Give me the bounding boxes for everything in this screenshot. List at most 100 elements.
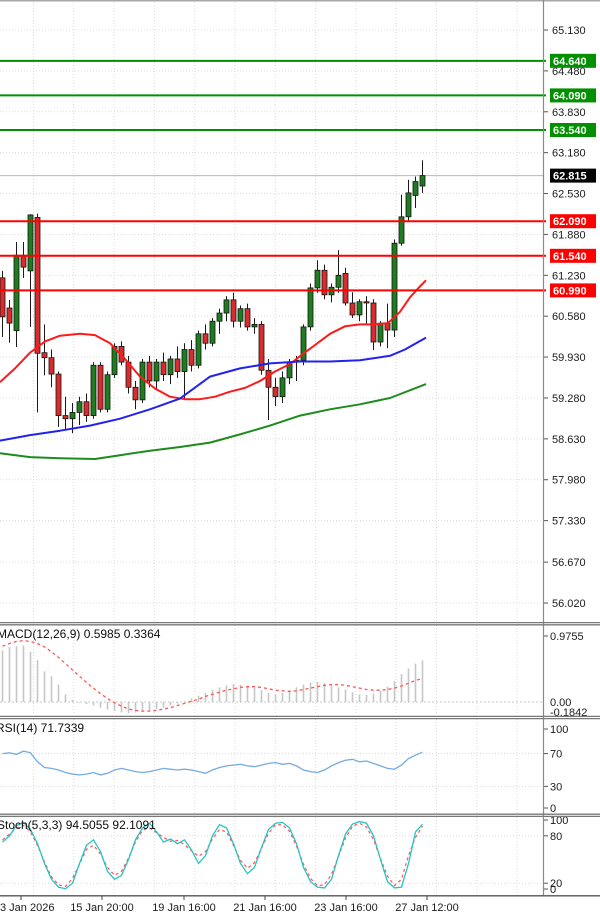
rsi-axis-label: 100 <box>550 724 568 736</box>
rsi-indicator-label: RSI(14) 71.7339 <box>0 721 85 735</box>
candle-body-bearish <box>55 373 62 416</box>
stoch-axis-label: 100 <box>550 815 568 827</box>
macd-axis-label: 0.00 <box>550 697 571 709</box>
macd-signal-line <box>2 640 423 712</box>
current-price-box <box>550 168 596 183</box>
candle-body-bullish <box>223 299 230 314</box>
candle-body-bearish <box>83 401 90 416</box>
candle-body-bullish <box>391 242 398 331</box>
price-tick-label: 57.980 <box>552 475 586 487</box>
candle-body-bullish <box>356 301 363 316</box>
support-price-box-label: 62.090 <box>553 216 587 228</box>
ma-slow-green-line <box>0 383 427 460</box>
support-price-box-label: 60.990 <box>553 285 587 297</box>
candle-body-bullish <box>167 358 174 376</box>
stoch-indicator-label: Stoch(5,3,3) 94.5055 92.1091 <box>0 818 156 832</box>
candle-body-bullish <box>412 181 419 196</box>
price-tick-label: 63.180 <box>552 148 586 160</box>
candle-body-bullish <box>195 333 202 366</box>
candle-body-bullish <box>153 361 160 382</box>
time-axis-label: 21 Jan 16:00 <box>233 902 297 914</box>
candle-body-bullish <box>398 216 405 244</box>
candle-body-bearish <box>363 301 370 304</box>
candle-body-bearish <box>258 323 265 371</box>
time-axis-label: 19 Jan 16:00 <box>152 902 216 914</box>
support-price-box <box>550 248 596 263</box>
candle-body-bullish <box>307 287 314 328</box>
candle-body-bearish <box>41 352 48 359</box>
time-axis-label: 23 Jan 16:00 <box>314 902 378 914</box>
resistance-price-box <box>550 123 596 138</box>
price-tick-label: 59.280 <box>552 393 586 405</box>
time-axis-label: 15 Jan 20:00 <box>70 902 134 914</box>
price-tick-label: 60.580 <box>552 311 586 323</box>
macd-axis-label: 0.9755 <box>550 631 584 643</box>
candle-body-bullish <box>76 401 83 413</box>
price-tick-label: 65.130 <box>552 25 586 37</box>
price-tick-label: 59.930 <box>552 352 586 364</box>
candle-body-bearish <box>230 299 237 322</box>
candle-body-bearish <box>349 302 356 316</box>
rsi-line <box>2 750 423 776</box>
price-tick-label: 63.830 <box>552 107 586 119</box>
candle-body-bearish <box>265 369 272 388</box>
candle-body-bearish <box>20 254 27 268</box>
rsi-axis-label: 30 <box>550 781 562 793</box>
candle-body-bearish <box>244 308 251 328</box>
candle-body-bullish <box>314 269 321 289</box>
candle-body-bearish <box>62 415 69 420</box>
candle-body-bullish <box>405 192 412 218</box>
time-axis-label: 27 Jan 12:00 <box>395 902 459 914</box>
stoch-axis-label: 20 <box>550 878 562 890</box>
candle-body-bearish <box>342 273 349 304</box>
candle-body-bearish <box>188 349 195 366</box>
price-tick-label: 58.630 <box>552 434 586 446</box>
candle-body-bullish <box>104 374 111 410</box>
ma-mid-blue-line <box>0 336 427 442</box>
price-tick-label: 64.480 <box>552 66 586 78</box>
candle-body-bearish <box>160 361 167 376</box>
stoch-k-line <box>2 820 423 890</box>
resistance-price-box <box>550 88 596 103</box>
candle-body-bearish <box>174 358 181 372</box>
candle-body-bearish <box>34 217 41 354</box>
candle-body-bearish <box>321 269 328 296</box>
resistance-price-box-label: 64.640 <box>553 56 587 68</box>
ma-fast-red-line <box>0 279 427 401</box>
candle-body-bullish <box>209 320 216 344</box>
candle-body-bearish <box>272 386 279 398</box>
price-tick-label: 57.330 <box>552 516 586 528</box>
candle-body-bearish <box>370 302 377 343</box>
price-tick-label: 56.670 <box>552 557 586 569</box>
candle-body-bullish <box>251 323 258 328</box>
macd-axis-label: -0.1842 <box>550 707 587 719</box>
candle-body-bearish <box>132 386 139 401</box>
candle-body-bullish <box>181 349 188 372</box>
candle-body-bullish <box>335 274 342 288</box>
price-tick-label: 56.020 <box>552 598 586 610</box>
price-tick-label: 61.880 <box>552 229 586 241</box>
candle-body-bullish <box>377 322 384 343</box>
rsi-axis-label: 70 <box>550 749 562 761</box>
stoch-d-line <box>2 822 424 888</box>
current-price-box-label: 62.815 <box>553 171 587 183</box>
stoch-axis-label: 0 <box>550 884 556 896</box>
candle-body-bullish <box>27 214 34 272</box>
candle-body-bullish <box>300 326 307 361</box>
candle-body-bullish <box>111 345 118 376</box>
support-price-box-label: 61.540 <box>553 251 587 263</box>
candle-body-bearish <box>202 333 209 344</box>
candle-body-bearish <box>48 357 55 375</box>
candle-body-bearish <box>97 364 104 410</box>
candle-body-bullish <box>419 175 426 187</box>
macd-indicator-label: MACD(12,26,9) 0.5985 0.3364 <box>0 627 161 641</box>
resistance-price-box <box>550 53 596 68</box>
candle-body-bullish <box>237 308 244 322</box>
candle-body-bullish <box>279 377 286 398</box>
support-price-box <box>550 214 596 229</box>
time-axis-label: 3 Jan 2026 <box>0 902 54 914</box>
price-tick-label: 62.530 <box>552 189 586 201</box>
resistance-price-box-label: 63.540 <box>553 125 587 137</box>
